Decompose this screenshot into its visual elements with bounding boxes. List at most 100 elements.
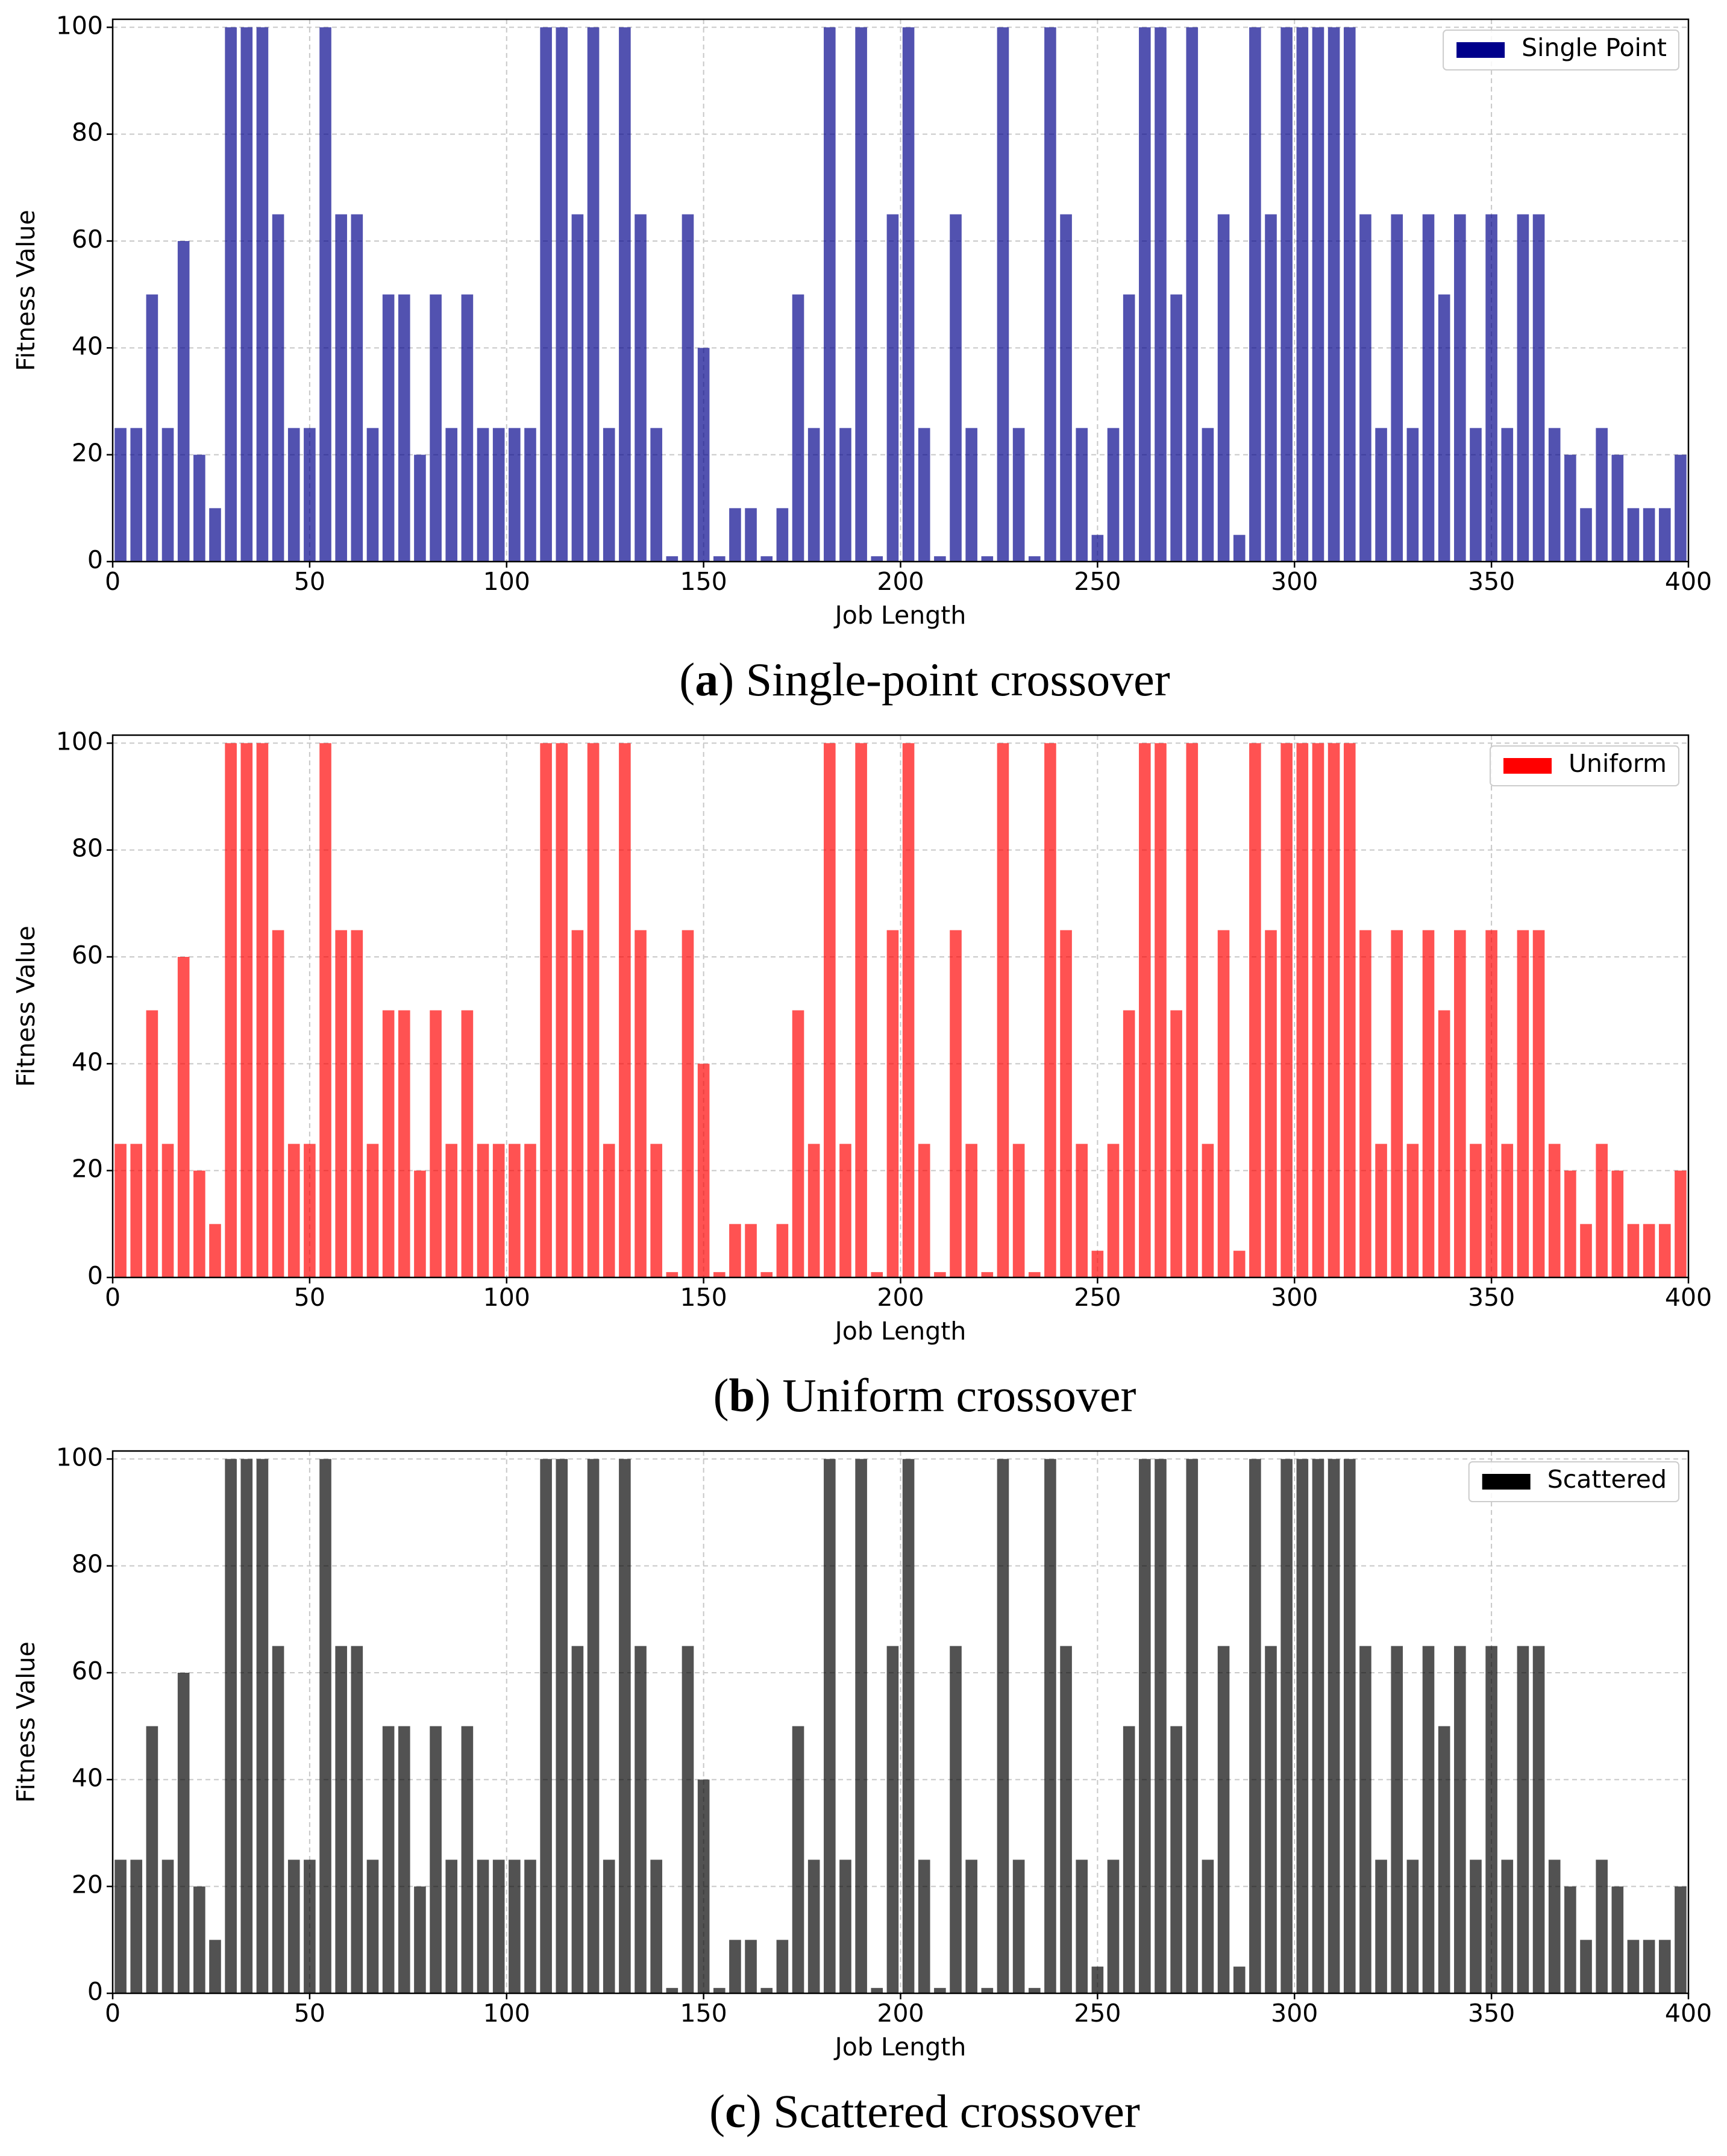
legend-label: Uniform	[1569, 749, 1667, 778]
bar	[855, 743, 867, 1277]
bar	[1406, 1144, 1419, 1277]
x-axis-label: Job Length	[833, 1317, 967, 1346]
bar	[807, 1144, 820, 1277]
bar	[650, 1144, 662, 1277]
bar	[571, 1646, 584, 1993]
y-tick-label: 80	[72, 1550, 103, 1579]
bar	[556, 27, 568, 562]
bar	[1296, 743, 1309, 1277]
legend-label: Single Point	[1522, 33, 1667, 62]
x-axis-label: Job Length	[833, 2032, 967, 2061]
bar	[918, 428, 930, 562]
bar	[161, 428, 174, 562]
x-tick-label: 400	[1665, 1283, 1712, 1312]
bar	[1202, 1144, 1214, 1277]
bar	[1044, 27, 1056, 562]
bar	[1044, 1459, 1056, 1993]
bar	[1280, 27, 1293, 562]
bar	[509, 1144, 521, 1277]
bar	[1123, 1010, 1135, 1277]
bar	[477, 1144, 489, 1277]
bar	[1532, 1646, 1545, 1993]
bar	[587, 743, 600, 1277]
bar	[1548, 428, 1561, 562]
bar	[1470, 428, 1482, 562]
bar	[1249, 27, 1261, 562]
bar	[304, 1144, 316, 1277]
bar	[1312, 27, 1324, 562]
bar	[682, 930, 694, 1277]
bar	[1123, 1726, 1135, 1993]
bar	[1012, 1144, 1025, 1277]
bar	[1643, 1224, 1655, 1277]
bar	[177, 240, 190, 562]
bar	[1658, 1940, 1671, 1993]
bar	[193, 454, 205, 562]
bar	[1233, 1250, 1246, 1277]
bar	[1359, 1646, 1371, 1993]
bar	[871, 1988, 883, 1993]
bar	[1485, 930, 1497, 1277]
bar	[635, 1646, 647, 1993]
bar	[603, 1144, 615, 1277]
bar	[1611, 1886, 1624, 1993]
bar	[1375, 1860, 1387, 1993]
bar	[1202, 428, 1214, 562]
legend-swatch	[1503, 758, 1552, 774]
bar	[1012, 1860, 1025, 1993]
bar	[1438, 294, 1450, 562]
bar	[1060, 930, 1072, 1277]
bar	[619, 1459, 631, 1993]
bar	[1532, 214, 1545, 562]
bar	[619, 27, 631, 562]
bar	[1233, 1966, 1246, 1993]
bar	[1470, 1144, 1482, 1277]
bar	[1548, 1860, 1561, 1993]
y-tick-label: 20	[72, 1870, 103, 1899]
bar	[666, 556, 679, 562]
bar	[161, 1144, 174, 1277]
bar	[997, 743, 1009, 1277]
bar	[430, 294, 442, 562]
bar	[1060, 1646, 1072, 1993]
bar	[1139, 1459, 1151, 1993]
bar	[351, 1646, 363, 1993]
bar	[209, 508, 221, 562]
bar	[635, 214, 647, 562]
y-tick-label: 60	[72, 941, 103, 970]
bar	[146, 1726, 158, 1993]
x-tick-label: 200	[877, 1283, 924, 1312]
y-axis-label: Fitness Value	[11, 210, 40, 371]
bar	[1517, 214, 1529, 562]
bar	[430, 1726, 442, 1993]
bar	[540, 743, 552, 1277]
bar	[193, 1886, 205, 1993]
bar	[1359, 930, 1371, 1277]
bar	[1155, 27, 1167, 562]
y-tick-label: 80	[72, 834, 103, 863]
bar	[114, 428, 127, 562]
bar	[650, 428, 662, 562]
bar	[287, 1860, 300, 1993]
bar	[1501, 1860, 1514, 1993]
bar	[1028, 1272, 1041, 1277]
bar	[1596, 1144, 1608, 1277]
bar	[1580, 1940, 1592, 1993]
bar	[1517, 1646, 1529, 1993]
bar	[824, 743, 836, 1277]
bar	[713, 1988, 726, 1993]
bar	[272, 1646, 284, 1993]
bar	[492, 1860, 505, 1993]
bar	[1202, 1860, 1214, 1993]
bar	[839, 1860, 851, 1993]
bar	[319, 1459, 331, 1993]
bar	[1233, 534, 1246, 562]
bar	[1564, 454, 1576, 562]
x-tick-label: 50	[294, 1999, 325, 2028]
bar	[1249, 743, 1261, 1277]
bar	[1076, 428, 1088, 562]
bar	[1265, 930, 1277, 1277]
bar	[477, 428, 489, 562]
bar	[776, 1940, 789, 1993]
